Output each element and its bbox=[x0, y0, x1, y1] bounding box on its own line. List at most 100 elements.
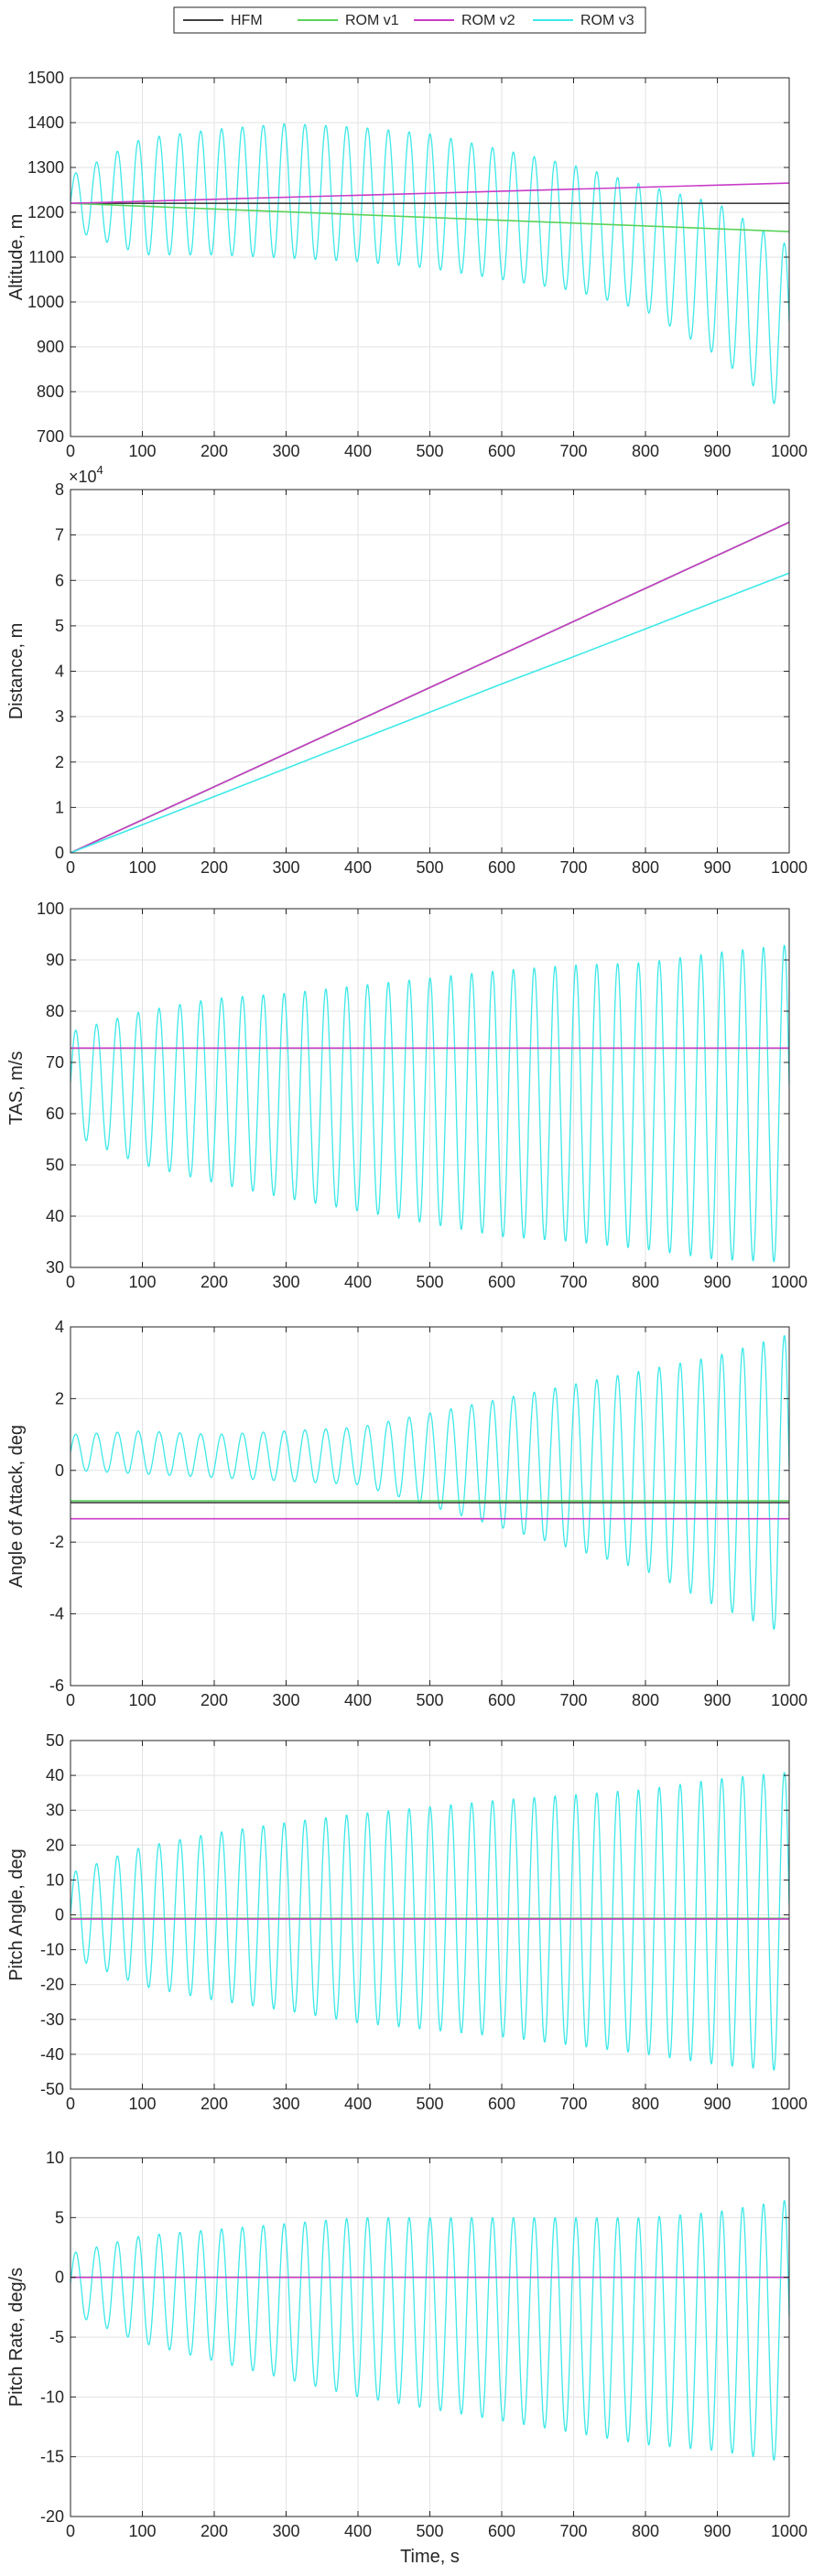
y-tick-label: -20 bbox=[40, 1976, 64, 1994]
series-group bbox=[70, 1334, 789, 1630]
y-axis-exponent-power: 4 bbox=[97, 463, 103, 477]
x-tick-label: 100 bbox=[128, 858, 156, 877]
series-group bbox=[70, 123, 789, 404]
chart-stack: 0 100 200 300 400 500 600 700 800 900 100070080090… bbox=[6, 69, 808, 2567]
y-axis-label: Angle of Attack, deg bbox=[6, 1425, 27, 1588]
y-tick-label: 800 bbox=[37, 383, 64, 401]
legend-label: ROM v3 bbox=[580, 13, 634, 28]
legend-label: ROM v2 bbox=[461, 13, 515, 28]
x-tick-label: 0 bbox=[66, 442, 75, 460]
x-tick-label: 300 bbox=[272, 2522, 299, 2540]
legend-item: HFM bbox=[183, 13, 263, 28]
x-tick-label: 900 bbox=[703, 1273, 731, 1291]
x-tick-label: 800 bbox=[632, 858, 659, 877]
x-tick-label: 800 bbox=[632, 2522, 659, 2540]
x-tick-label: 100 bbox=[128, 442, 156, 460]
y-tick-label: 100 bbox=[37, 900, 64, 918]
y-tick-label: 10 bbox=[46, 1870, 64, 1889]
x-tick-label: 1000 bbox=[771, 1273, 808, 1291]
x-tick-label: 0 bbox=[66, 2522, 75, 2540]
x-tick-label: 700 bbox=[559, 2522, 587, 2540]
x-tick-label: 600 bbox=[488, 858, 515, 877]
y-tick-label: 5 bbox=[55, 617, 64, 635]
y-tick-label: 1100 bbox=[28, 248, 64, 266]
series-group bbox=[70, 2200, 789, 2461]
y-tick-label: 50 bbox=[46, 1731, 64, 1750]
x-tick-label: 400 bbox=[344, 1273, 372, 1291]
y-tick-label: -40 bbox=[40, 2045, 64, 2064]
y-tick-label: -2 bbox=[49, 1533, 64, 1551]
x-tick-label: 900 bbox=[703, 2095, 731, 2113]
x-tick-label: 300 bbox=[272, 1273, 299, 1291]
subplot-6: 0 100 200 300 400 500 600 700 800 900 1000-20-15-1… bbox=[6, 2149, 808, 2567]
subplot-5: 0 100 200 300 400 500 600 700 800 900 1000-50-40-3… bbox=[6, 1731, 808, 2113]
series-line-rom-v3 bbox=[70, 572, 789, 853]
y-tick-label: -10 bbox=[40, 2387, 64, 2406]
y-tick-label: 0 bbox=[55, 2269, 64, 2287]
x-tick-label: 0 bbox=[66, 1691, 75, 1709]
y-tick-label: -4 bbox=[49, 1605, 64, 1623]
x-tick-label: 800 bbox=[632, 2095, 659, 2113]
series-group bbox=[70, 1772, 789, 2071]
x-tick-label: 0 bbox=[66, 858, 75, 877]
x-tick-label: 500 bbox=[416, 2522, 443, 2540]
y-axis-label: Pitch Angle, deg bbox=[6, 1848, 27, 1981]
x-tick-label: 600 bbox=[488, 442, 515, 460]
series-line-rom-v3 bbox=[70, 944, 789, 1263]
legend-item: ROM v3 bbox=[533, 13, 634, 28]
x-tick-label: 900 bbox=[703, 858, 731, 877]
x-tick-label: 400 bbox=[344, 2095, 372, 2113]
y-tick-label: 90 bbox=[46, 951, 64, 969]
x-tick-label: 400 bbox=[344, 1691, 372, 1709]
x-tick-label: 1000 bbox=[771, 442, 808, 460]
x-tick-label: 500 bbox=[416, 858, 443, 877]
x-tick-label: 200 bbox=[201, 2095, 228, 2113]
x-axis-label: Time, s bbox=[400, 2547, 460, 2567]
y-tick-label: 0 bbox=[55, 844, 64, 862]
subplot-3: 0 100 200 300 400 500 600 700 800 900 1000 30 40 50 60… bbox=[6, 900, 808, 1291]
y-axis-exponent-base: ×10 bbox=[69, 468, 97, 486]
y-tick-label: 1000 bbox=[27, 293, 64, 311]
y-tick-label: 30 bbox=[46, 1801, 64, 1819]
x-tick-label: 700 bbox=[559, 2095, 587, 2113]
x-tick-label: 0 bbox=[66, 2095, 75, 2113]
series-line-rom-v2 bbox=[70, 521, 789, 853]
x-tick-label: 600 bbox=[488, 2522, 515, 2540]
y-tick-label: 900 bbox=[37, 338, 64, 356]
y-tick-label: 5 bbox=[55, 2208, 64, 2226]
y-tick-label: 10 bbox=[46, 2149, 64, 2167]
y-tick-label: 20 bbox=[46, 1836, 64, 1854]
y-tick-label: -15 bbox=[40, 2448, 64, 2466]
y-tick-label: 1200 bbox=[27, 203, 64, 221]
x-tick-label: 1000 bbox=[771, 2095, 808, 2113]
x-tick-label: 600 bbox=[488, 2095, 515, 2113]
y-tick-label: 3 bbox=[55, 707, 64, 726]
y-tick-label: 40 bbox=[46, 1207, 64, 1225]
y-tick-label: 70 bbox=[46, 1053, 64, 1072]
x-tick-label: 700 bbox=[559, 858, 587, 877]
y-tick-label: 30 bbox=[46, 1258, 64, 1277]
x-tick-label: 600 bbox=[488, 1273, 515, 1291]
x-tick-label: 100 bbox=[128, 1691, 156, 1709]
x-tick-label: 200 bbox=[201, 858, 228, 877]
series-line-rom-v3 bbox=[70, 1334, 789, 1630]
y-tick-label: -20 bbox=[40, 2507, 64, 2526]
y-tick-label: 1500 bbox=[27, 69, 64, 87]
y-tick-label: 7 bbox=[55, 526, 64, 544]
x-tick-label: 900 bbox=[703, 1691, 731, 1709]
subplot-1: 0 100 200 300 400 500 600 700 800 900 1000 700 800 90… bbox=[6, 69, 808, 460]
y-tick-label: 8 bbox=[55, 480, 64, 499]
series-line-rom-v1 bbox=[70, 202, 789, 232]
legend-item: ROM v1 bbox=[298, 13, 399, 28]
x-tick-label: 300 bbox=[272, 858, 299, 877]
x-tick-label: 500 bbox=[416, 442, 443, 460]
x-tick-label: 300 bbox=[272, 1691, 299, 1709]
y-tick-label: 80 bbox=[46, 1002, 64, 1020]
y-tick-label: 40 bbox=[46, 1766, 64, 1784]
y-tick-label: 700 bbox=[37, 427, 64, 446]
legend-label: HFM bbox=[231, 13, 263, 28]
x-tick-label: 200 bbox=[201, 1273, 228, 1291]
x-tick-label: 0 bbox=[66, 1273, 75, 1291]
y-axis-label: TAS, m/s bbox=[6, 1051, 27, 1126]
